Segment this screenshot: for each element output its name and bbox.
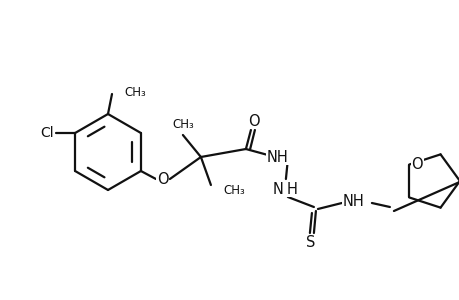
Text: CH₃: CH₃ [172, 118, 193, 131]
Text: N: N [272, 182, 283, 196]
Text: CH₃: CH₃ [223, 184, 244, 197]
Text: Cl: Cl [40, 126, 54, 140]
Text: S: S [306, 236, 315, 250]
Text: NH: NH [342, 194, 364, 208]
Text: O: O [247, 113, 259, 128]
Text: O: O [157, 172, 168, 187]
Text: NH: NH [267, 149, 288, 164]
Text: H: H [286, 182, 297, 196]
Text: CH₃: CH₃ [124, 85, 146, 98]
Text: O: O [410, 157, 422, 172]
